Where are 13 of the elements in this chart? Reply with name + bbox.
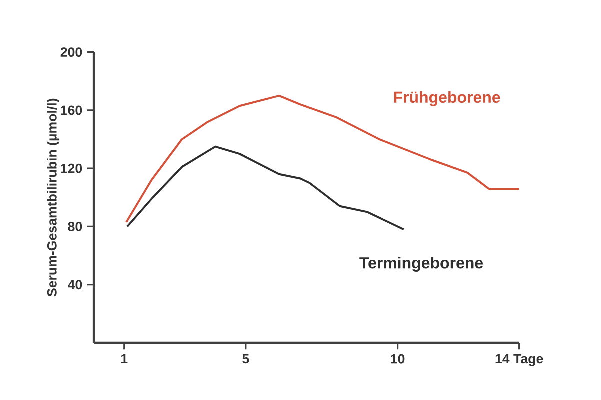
text: Termingeborene [360, 257, 484, 272]
x-tick-label: 10 [391, 354, 405, 364]
y-tick-label: 80 [68, 222, 82, 232]
text: Frühgeborene [394, 91, 500, 106]
y-tick-label: 120 [61, 164, 82, 174]
line-series [126, 146, 405, 231]
x-tick-label: 5 [242, 354, 250, 364]
x-tick-label: 14 Tage [496, 354, 544, 366]
y-tick-label: 200 [60, 48, 82, 58]
y-tick-label: 160 [61, 106, 82, 116]
y-axis-title: Serum-Gesamtbilirubin (µmol/l) [47, 98, 60, 297]
x-tick-label: 1 [122, 354, 128, 364]
y-tick-label: 40 [68, 280, 82, 290]
